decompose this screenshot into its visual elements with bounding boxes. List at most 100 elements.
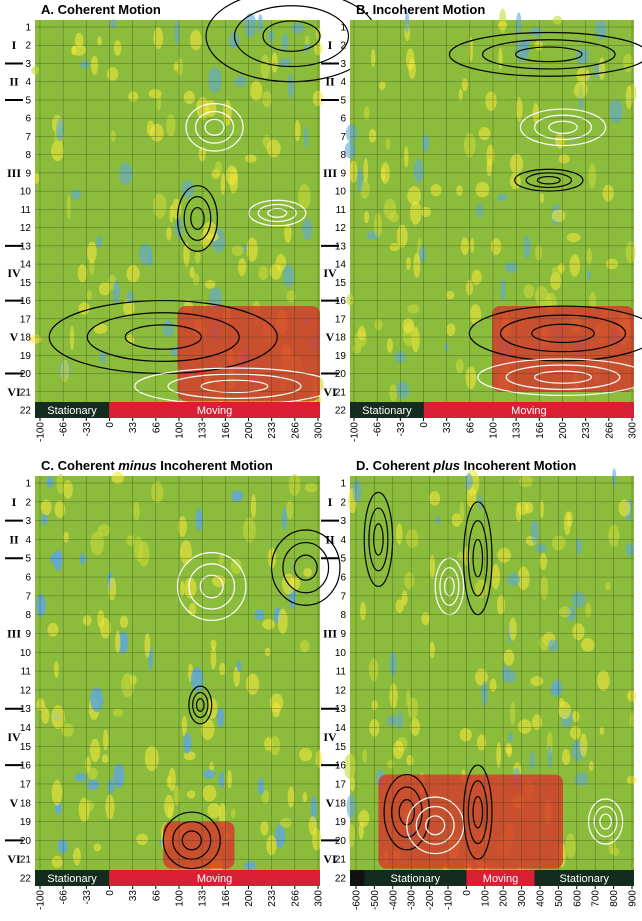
layer-label: III (7, 626, 21, 640)
heat-blob (539, 192, 544, 204)
contour (468, 305, 642, 362)
heat-blob (98, 281, 111, 296)
heat-blob (405, 529, 419, 549)
heat-blob (489, 678, 497, 692)
heat-blob (97, 36, 102, 46)
heat-blob (572, 710, 580, 723)
row-label: 2 (25, 41, 31, 52)
heat-blob (503, 649, 515, 666)
row-label: 15 (20, 278, 32, 289)
heat-blob (539, 499, 544, 519)
x-tick-label: -500 (370, 890, 381, 910)
heat-blob (169, 205, 174, 223)
heat-blob (555, 132, 565, 149)
row-label: 20 (335, 836, 347, 847)
heat-blob (547, 639, 559, 652)
contour (533, 370, 592, 384)
heat-blob (609, 98, 623, 124)
heat-blob (275, 823, 286, 849)
heat-blob (108, 576, 117, 601)
heat-blob (106, 67, 119, 81)
x-tick-label: 0 (419, 422, 430, 428)
heat-blob (126, 265, 140, 283)
heat-blob (261, 790, 270, 804)
heat-blob (283, 264, 295, 288)
heat-blob (277, 608, 288, 635)
x-tick-label: 500 (554, 890, 565, 907)
time-bar-label: Stationary (47, 873, 97, 885)
layer-label: I (328, 38, 333, 52)
heat-blob (136, 833, 149, 845)
heat-blob (475, 181, 490, 198)
heat-blob (271, 52, 278, 73)
x-tick-label: -66 (373, 422, 384, 437)
heat-blob (119, 615, 129, 628)
heat-blob (36, 698, 46, 711)
heat-blob (466, 279, 473, 296)
heat-blob (243, 861, 257, 870)
heat-blob (286, 290, 296, 303)
row-label: 10 (20, 187, 32, 198)
heat-blob (79, 553, 86, 565)
row-label: 21 (20, 387, 32, 398)
row-label: 2 (340, 41, 346, 52)
row-label: 7 (25, 132, 31, 143)
row-label: 5 (340, 95, 346, 106)
heat-blob (87, 767, 98, 780)
row-label: 8 (340, 610, 346, 621)
heat-blob (196, 97, 210, 120)
heat-blob (61, 723, 74, 737)
heat-blob (464, 473, 473, 491)
heat-blob (490, 238, 502, 256)
row-label: 21 (20, 855, 32, 866)
row-label: 12 (335, 685, 347, 696)
heat-blob (396, 381, 410, 400)
row-label: 10 (20, 648, 32, 659)
x-tick-label: 33 (128, 422, 139, 434)
heat-blob (299, 748, 313, 762)
heat-blob (421, 206, 431, 218)
row-label: 11 (21, 205, 32, 216)
heat-blob (363, 105, 370, 121)
heat-blob (71, 189, 82, 200)
row-label: 15 (335, 742, 347, 753)
time-bar-segment (466, 870, 535, 886)
heat-blob (144, 633, 151, 658)
row-label: 16 (335, 761, 347, 772)
heat-blob (302, 791, 308, 803)
heat-blob (571, 591, 586, 608)
heat-blob (310, 796, 317, 822)
row-label: 17 (335, 314, 347, 325)
heat-blob (566, 232, 581, 243)
heat-blob (534, 40, 544, 51)
heat-blob (598, 57, 606, 81)
heat-blob (250, 494, 257, 519)
heat-blob (618, 499, 631, 517)
heat-blob (518, 475, 533, 488)
heat-blob (530, 676, 544, 687)
row-label: 1 (25, 23, 31, 34)
heat-blob (407, 304, 420, 314)
heat-blob (219, 662, 226, 676)
heat-blob (626, 690, 637, 702)
heat-blob (586, 248, 592, 266)
heat-blob (531, 714, 543, 731)
heat-blob (469, 304, 482, 325)
heat-blob (315, 750, 322, 768)
heat-blob (77, 264, 87, 283)
heat-blob (102, 729, 109, 751)
heat-blob (406, 688, 411, 707)
heat-blob (563, 511, 571, 536)
heat-blob (410, 718, 421, 736)
heat-blob (344, 141, 357, 159)
time-bar-segment (35, 870, 110, 886)
heat-blob (576, 48, 590, 65)
panel-title: D. Coherent plus Incoherent Motion (356, 458, 576, 473)
heatmap (35, 476, 320, 870)
layer-label: V (326, 330, 335, 344)
row-label: 9 (25, 168, 31, 179)
heat-blob (138, 541, 150, 568)
row-label: 3 (25, 516, 31, 527)
heat-blob (404, 12, 410, 33)
heat-blob (218, 772, 225, 788)
